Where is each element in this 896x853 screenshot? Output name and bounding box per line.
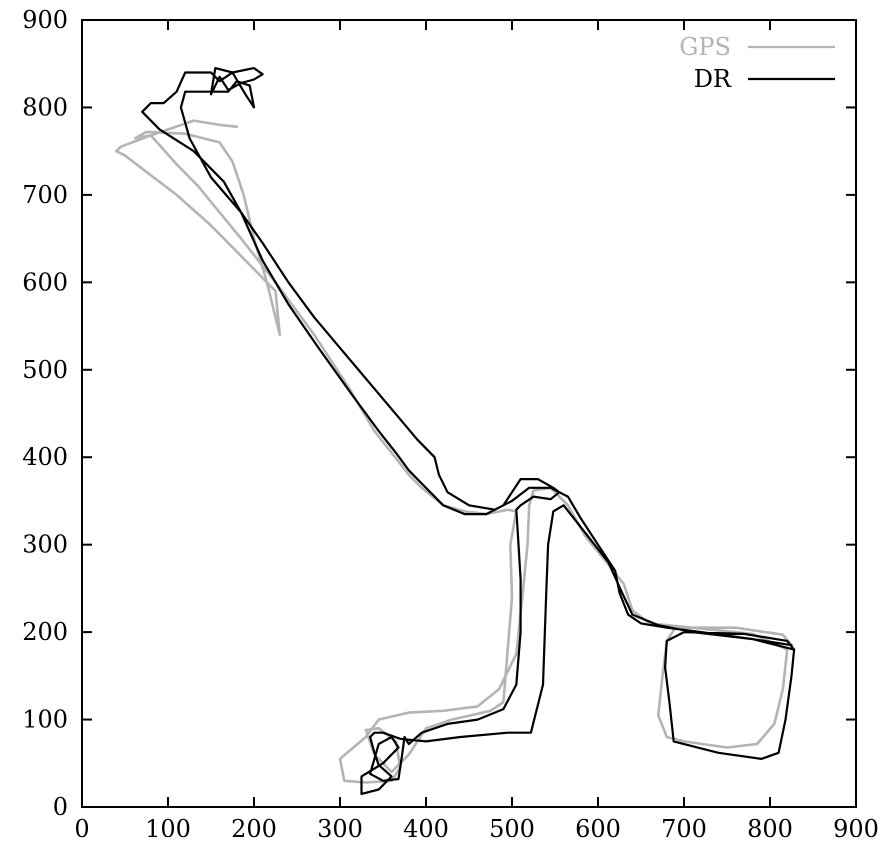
x-tick-label: 100: [145, 815, 191, 843]
plot-frame: [81, 19, 857, 808]
x-axis: 0 100 200 300 400 500 600 700 800 900: [74, 20, 879, 843]
y-tick-label: 500: [22, 356, 68, 384]
y-tick-label: 800: [22, 93, 68, 121]
y-tick-label: 300: [22, 531, 68, 559]
legend: GPS DR: [679, 33, 835, 93]
series-line-gps: [115, 119, 793, 784]
legend-label-gps: GPS: [679, 33, 731, 61]
y-tick-label: 200: [22, 618, 68, 646]
y-tick-label: 0: [53, 793, 68, 821]
x-tick-label: 500: [489, 815, 535, 843]
series-layer: [115, 67, 796, 795]
x-tick-label: 300: [317, 815, 363, 843]
series-line-dr: [141, 67, 796, 795]
y-axis: 0 100 200 300 400 500 600 700 800 900: [22, 6, 856, 821]
y-tick-label: 400: [22, 443, 68, 471]
plot-border: [81, 19, 857, 808]
x-tick-label: 200: [231, 815, 277, 843]
x-tick-label: 0: [74, 815, 89, 843]
y-tick-label: 100: [22, 706, 68, 734]
x-tick-label: 800: [747, 815, 793, 843]
x-tick-label: 900: [833, 815, 879, 843]
legend-label-dr: DR: [694, 65, 732, 93]
y-tick-label: 600: [22, 268, 68, 296]
y-tick-label: 700: [22, 181, 68, 209]
x-tick-label: 600: [575, 815, 621, 843]
y-tick-label: 900: [22, 6, 68, 34]
x-tick-label: 700: [661, 815, 707, 843]
x-tick-label: 400: [403, 815, 449, 843]
